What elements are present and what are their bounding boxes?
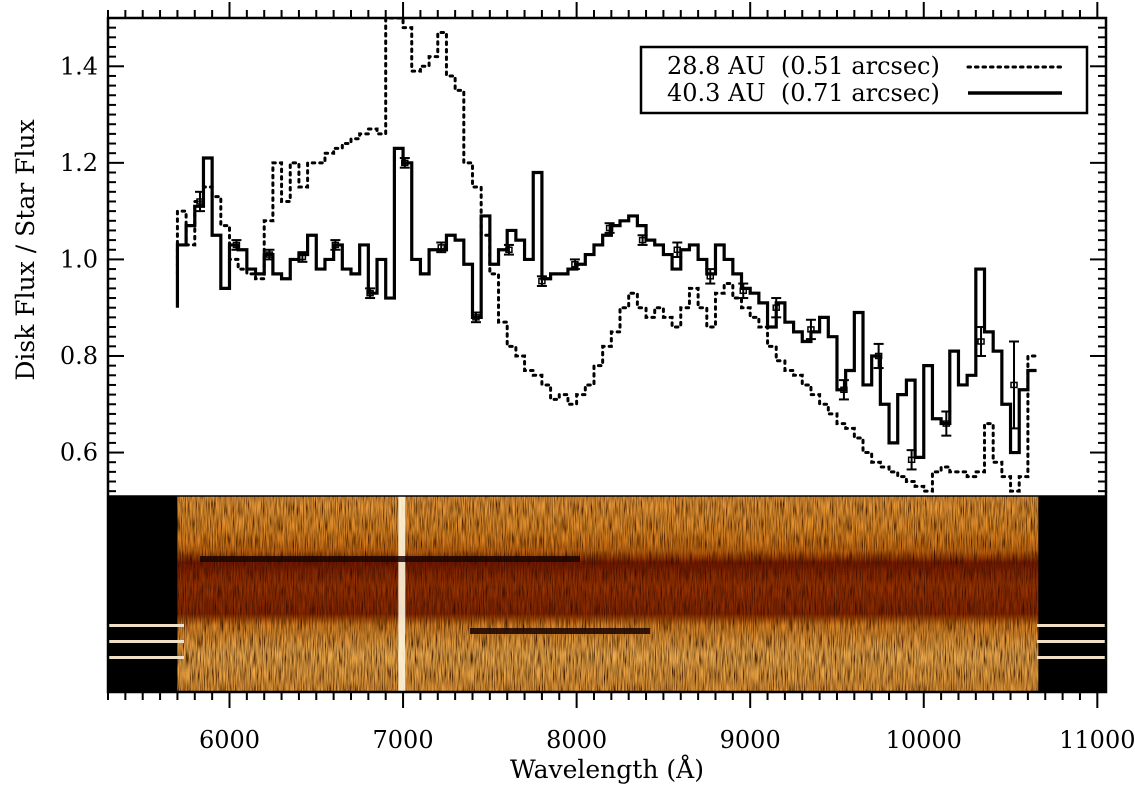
- spectrum-calibration-stripes-right: [1037, 624, 1106, 659]
- error-bar: [536, 275, 547, 287]
- spectrum-emission-line: [398, 496, 406, 692]
- y-axis-title: Disk Flux / Star Flux: [11, 119, 40, 380]
- legend-label-series-2: 40.3 AU (0.71 arcsec): [667, 79, 940, 107]
- error-bar: [399, 157, 410, 169]
- error-bar: [569, 258, 580, 271]
- error-bars: [194, 157, 1020, 471]
- error-bar: [503, 243, 514, 256]
- error-bar: [264, 248, 275, 261]
- error-bar: [873, 342, 884, 370]
- error-bar: [672, 241, 683, 258]
- error-bar: [365, 287, 376, 300]
- spectrum-dark-streak-upper: [200, 556, 580, 562]
- x-tick-label: 6000: [199, 726, 260, 754]
- y-tick-label: 0.6: [60, 439, 98, 467]
- x-tick-label: 8000: [546, 726, 607, 754]
- spectrum-calibration-stripes-left: [108, 624, 184, 659]
- error-bar: [436, 241, 447, 254]
- y-tick-label: 1.2: [60, 149, 98, 177]
- error-bar: [705, 268, 716, 285]
- spectrum-image: [108, 496, 1106, 692]
- error-bar: [637, 234, 648, 246]
- legend-box: [639, 45, 1089, 115]
- error-bar: [976, 326, 987, 357]
- error-bar: [330, 239, 341, 251]
- series-line-2: [175, 146, 1037, 459]
- error-bar: [838, 379, 849, 401]
- error-bar: [906, 449, 917, 471]
- legend-label-series-1: 28.8 AU (0.51 arcsec): [667, 52, 940, 80]
- series-layer: [175, 18, 1039, 493]
- spectrum-strip: [177, 496, 1039, 692]
- error-bar: [941, 410, 952, 437]
- error-bar: [738, 282, 749, 300]
- error-bar: [771, 297, 782, 319]
- error-bar: [231, 239, 242, 251]
- y-axis-ticks: 0.6 0.8 1.0 1.2 1.4: [60, 17, 1106, 493]
- y-tick-label: 1.4: [60, 52, 98, 80]
- series-line-1: [175, 18, 1039, 493]
- x-axis-title: Wavelength (Å): [510, 754, 704, 784]
- error-bar: [604, 222, 615, 234]
- y-tick-label: 0.8: [60, 342, 98, 370]
- error-bar: [1009, 340, 1020, 430]
- error-bar: [470, 311, 481, 324]
- x-tick-label: 11000: [1059, 726, 1135, 754]
- x-tick-label: 10000: [886, 726, 962, 754]
- error-bar: [805, 318, 816, 341]
- x-tick-label: 7000: [373, 726, 434, 754]
- spectrum-dark-streak-lower: [470, 628, 650, 634]
- legend: 28.8 AU (0.51 arcsec) 40.3 AU (0.71 arcs…: [639, 45, 1089, 115]
- x-tick-label: 9000: [720, 726, 781, 754]
- x-axis-ticks: 6000 7000 8000 9000 10000 11000: [107, 2, 1135, 754]
- y-tick-label: 1.0: [60, 245, 98, 273]
- error-bar: [297, 251, 308, 263]
- error-bar: [194, 190, 205, 213]
